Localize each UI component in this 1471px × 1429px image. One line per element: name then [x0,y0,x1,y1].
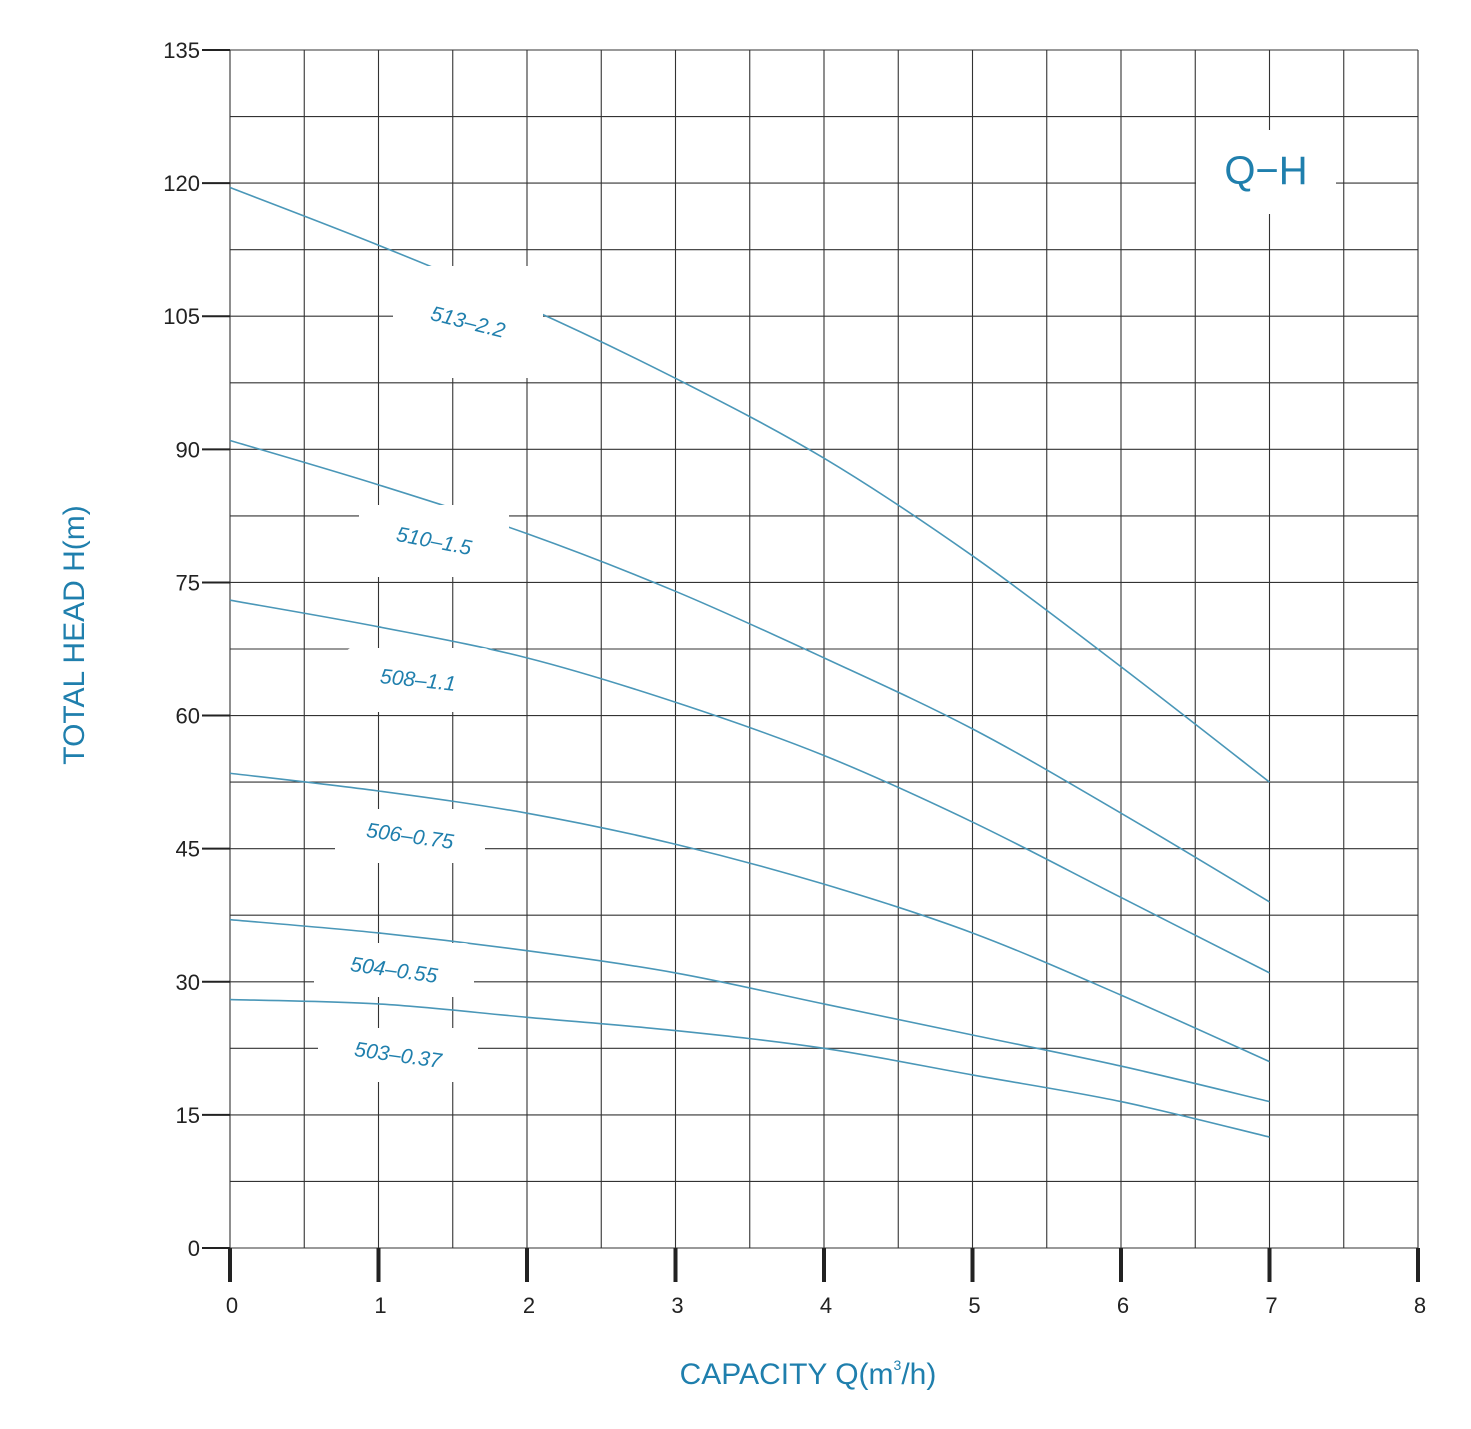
x-tick-label: 4 [820,1293,832,1318]
x-tick-label: 3 [671,1293,683,1318]
y-tick-label: 135 [163,38,200,63]
curve-label-box [343,648,493,712]
curve-label-503-0.37: 503–0.37 [318,1028,478,1082]
curve-label-510-1.5: 510–1.5 [359,505,509,577]
curve-label-box [335,809,485,863]
curve-label-box [314,943,474,997]
x-axis-title-main: CAPACITY Q(m [680,1358,894,1391]
y-tick-label: 105 [163,304,200,329]
curve-label-508-1.1: 508–1.1 [343,648,493,712]
curve-508-1.1 [229,599,1270,974]
curve-513-2.2 [229,186,1270,783]
y-tick-label: 0 [188,1236,200,1261]
y-tick-label: 30 [176,970,200,995]
x-tick-label: 2 [523,1293,535,1318]
y-tick-label: 15 [176,1103,200,1128]
curve-label-box [393,266,543,378]
curve-503-0.37 [229,998,1270,1138]
curve-504-0.55 [229,918,1270,1103]
x-tick-label: 0 [226,1293,238,1318]
x-tick-label: 8 [1414,1293,1426,1318]
curve-label-513-2.2: 513–2.2 [393,266,543,378]
x-tick-label: 5 [968,1293,980,1318]
curve-label-box [318,1028,478,1082]
curve-510-1.5 [229,439,1270,903]
y-tick-label: 45 [176,837,200,862]
x-tick-label: 6 [1117,1293,1129,1318]
x-axis-title-sup: 3 [894,1357,902,1373]
y-tick-label: 120 [163,171,200,196]
curves [229,186,1270,1138]
curve-label-506-0.75: 506–0.75 [335,809,485,863]
x-axis-title: CAPACITY Q(m3/h) [680,1357,937,1391]
curve-506-0.75 [229,772,1270,1063]
x-tick-label: 1 [374,1293,386,1318]
y-axis-title: TOTAL HEAD H(m) [58,505,91,764]
chart-title: Q−H [1224,149,1307,193]
curve-labels: 513–2.2 510–1.5 508–1.1 506–0.75 504–0.55 503… [314,266,543,1082]
x-axis-title-end: /h) [901,1358,936,1391]
x-tick-label: 7 [1265,1293,1277,1318]
y-tick-label: 90 [176,437,200,462]
chart-title-badge: Q−H [1196,130,1336,214]
y-tick-label: 75 [176,570,200,595]
curve-label-504-0.55: 504–0.55 [314,943,474,997]
curve-label-box [359,505,509,577]
y-tick-label: 60 [176,704,200,729]
